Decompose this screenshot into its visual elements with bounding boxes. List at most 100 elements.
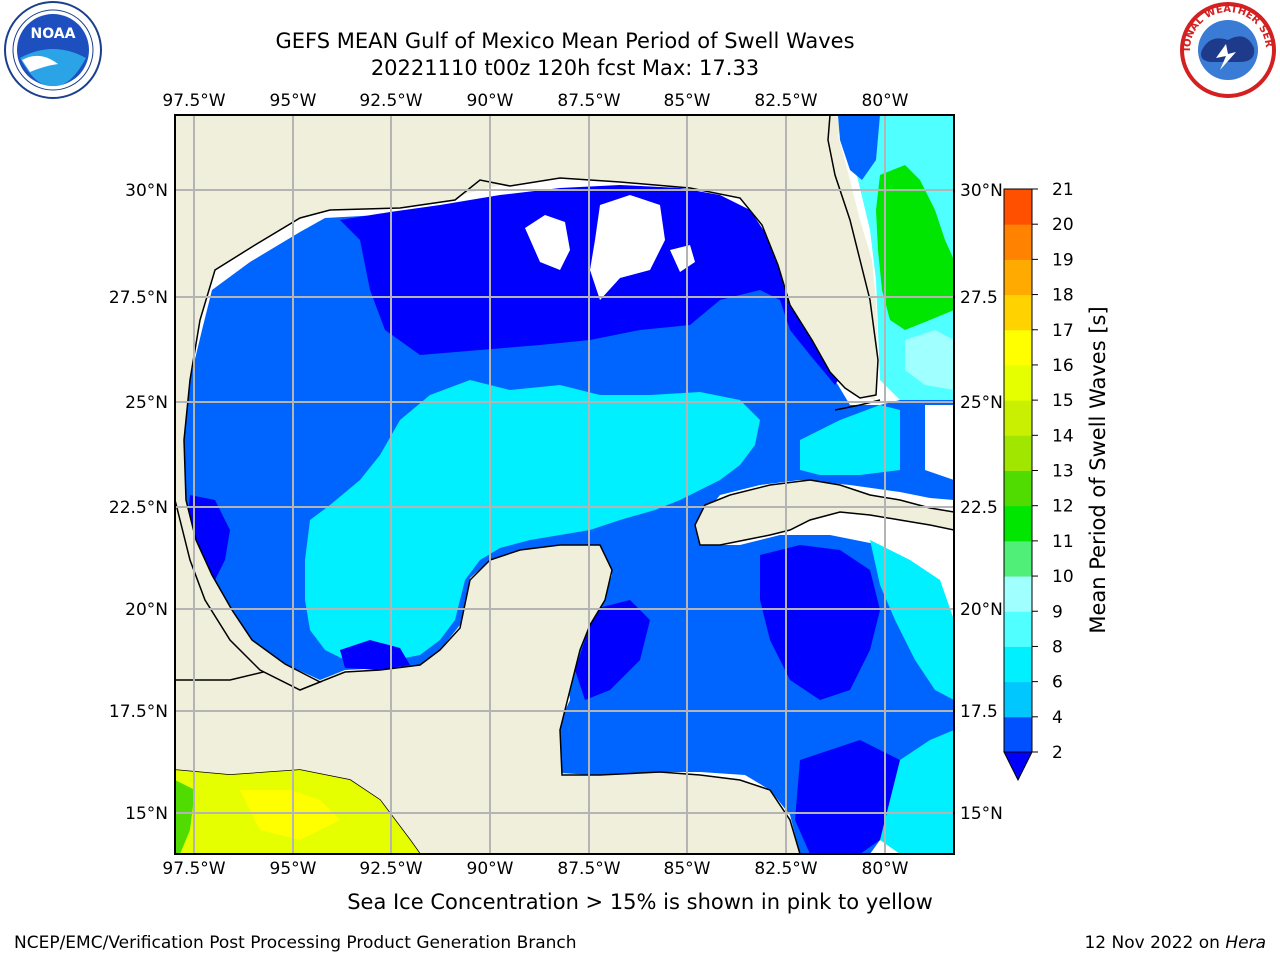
nodata-patch-1 (525, 215, 570, 270)
lon-label-bottom: 95°W (270, 859, 317, 879)
colorbar-segment (1004, 646, 1032, 683)
colorbar-segment (1004, 435, 1032, 471)
lon-label-bottom: 87.5°W (557, 859, 620, 879)
contour-below-2s-west (186, 495, 230, 590)
land-mexico (175, 115, 879, 691)
map-gridlines (175, 115, 954, 854)
colorbar-tick-label: 21 (1052, 180, 1074, 200)
lat-label-left: 17.5°N (109, 702, 168, 722)
lon-label-top: 90°W (467, 91, 514, 111)
nodata-cuba-north (925, 405, 954, 480)
colorbar-segment (1004, 364, 1032, 401)
contour-4-6s-se (880, 730, 954, 854)
contour-2-4s-atlantic-edge (838, 115, 880, 180)
colorbar-tick-label: 20 (1052, 215, 1074, 235)
lat-label-left: 22.5°N (109, 498, 168, 518)
land-cuba (694, 479, 954, 546)
colorbar-segment (1004, 716, 1032, 753)
contour-8-9s-atlantic (905, 330, 954, 390)
axis-labels: 97.5°W 95°W 92.5°W 90°W 87.5°W 85°W 82.5… (109, 91, 1003, 879)
colorbar-tick-label: 12 (1052, 497, 1074, 517)
colorbar-segment (1004, 470, 1032, 507)
colorbar-tick-label: 19 (1052, 250, 1074, 270)
lat-label-right: 22.5 (960, 498, 998, 518)
map-area (175, 115, 954, 854)
colorbar-tick-label: 16 (1052, 356, 1074, 376)
colorbar-tick-label: 2 (1052, 743, 1063, 763)
date-line: 12 Nov 2022 on Hera (1084, 933, 1266, 953)
colorbar-tick-label: 10 (1052, 567, 1074, 587)
date-text: 12 Nov 2022 (1084, 933, 1194, 953)
colorbar-tick-label: 15 (1052, 391, 1074, 411)
noaa-logo: NOAA (4, 1, 102, 99)
colorbar-segment (1004, 505, 1032, 542)
contour-4-6s (305, 380, 760, 660)
colorbar-title: Mean Period of Swell Waves [s] (1086, 306, 1110, 634)
colorbar-segment (1004, 611, 1032, 647)
nodata-patch-3 (670, 245, 695, 272)
map-title: GEFS MEAN Gulf of Mexico Mean Period of … (275, 29, 855, 53)
colorbar-tick-label: 18 (1052, 286, 1074, 306)
colorbar: 2 4 6 8 9 10 11 12 13 14 15 16 17 18 19 20 21 (1003, 180, 1074, 782)
contour-below-2s-sw (340, 640, 410, 670)
colorbar-segment (1004, 681, 1032, 718)
colorbar-segment (1004, 189, 1032, 225)
contour-9-11s-pacific (175, 780, 195, 854)
lon-label-bottom: 92.5°W (359, 859, 422, 879)
colorbar-segment (1004, 576, 1032, 612)
lon-label-top: 97.5°W (162, 91, 225, 111)
sea-ice-footnote: Sea Ice Concentration > 15% is shown in … (347, 890, 933, 914)
colorbar-segment (1004, 259, 1032, 296)
colorbar-segment (1004, 294, 1032, 331)
lat-label-right: 15°N (960, 804, 1003, 824)
lon-label-bottom: 85°W (664, 859, 711, 879)
lon-label-bottom: 82.5°W (754, 859, 817, 879)
noaa-logo-text: NOAA (31, 26, 76, 42)
lat-label-left: 27.5°N (109, 288, 168, 308)
lon-label-top: 95°W (270, 91, 317, 111)
lon-label-top: 85°W (664, 91, 711, 111)
colorbar-tick-label: 11 (1052, 532, 1074, 552)
map-frame (174, 114, 955, 855)
nws-logo-text: NATIONAL WEATHER SERVICE (0, 0, 1274, 51)
nws-logo: NATIONAL WEATHER SERVICE (0, 0, 1276, 98)
lat-label-left: 25°N (125, 393, 168, 413)
lat-label-left: 20°N (125, 600, 168, 620)
lat-label-right: 25°N (960, 393, 1003, 413)
contour-4-6s-east (870, 540, 954, 700)
lon-label-top: 92.5°W (359, 91, 422, 111)
colorbar-tick-label: 8 (1052, 637, 1063, 657)
lat-label-left: 30°N (125, 181, 168, 201)
lat-label-right: 20°N (960, 600, 1003, 620)
map-subtitle: 20221110 t00z 120h fcst Max: 17.33 (370, 56, 760, 80)
contour-4-6s-florida (800, 405, 900, 475)
colorbar-tick-label: 9 (1052, 602, 1063, 622)
lon-label-bottom: 90°W (467, 859, 514, 879)
colorbar-under-triangle (1003, 751, 1033, 782)
contour-14-16s-pacific (240, 790, 340, 840)
lat-label-left: 15°N (125, 804, 168, 824)
colorbar-tick-label: 17 (1052, 321, 1074, 341)
colorbar-tick-label: 13 (1052, 462, 1074, 482)
colorbar-tick-label: 4 (1052, 708, 1063, 728)
lat-label-right: 30°N (960, 181, 1003, 201)
lon-label-bottom: 97.5°W (162, 859, 225, 879)
lon-label-top: 80°W (862, 91, 909, 111)
contour-9-11s-atlantic (876, 165, 954, 330)
lon-label-top: 87.5°W (557, 91, 620, 111)
colorbar-tick-label: 14 (1052, 426, 1074, 446)
contour-below-2s-north (340, 185, 845, 385)
colorbar-segment (1004, 540, 1032, 577)
nodata-patch-2 (590, 195, 665, 300)
contour-below-2s-south-2 (760, 545, 880, 700)
colorbar-segment (1004, 224, 1032, 260)
colorbar-segment (1004, 329, 1032, 366)
contour-below-2s-south-3 (795, 740, 910, 854)
lon-label-top: 82.5°W (754, 91, 817, 111)
contour-below-2s-south-1 (575, 600, 650, 700)
lat-label-right: 17.5 (960, 702, 998, 722)
colorbar-segment (1004, 400, 1032, 436)
date-on: on (1193, 933, 1226, 953)
credit-line: NCEP/EMC/Verification Post Processing Pr… (14, 933, 577, 953)
